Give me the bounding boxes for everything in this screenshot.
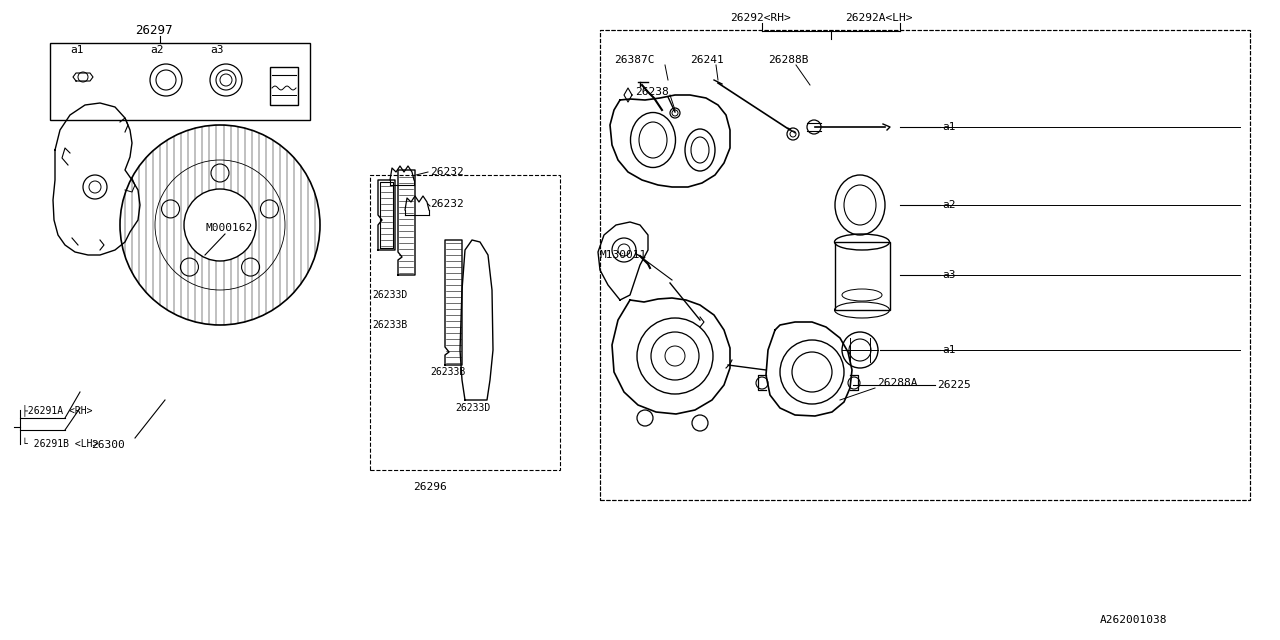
Text: 26292<RH>: 26292<RH>	[730, 13, 791, 23]
Text: a1: a1	[70, 45, 83, 55]
Text: ├26291A <RH>: ├26291A <RH>	[22, 404, 92, 416]
Text: 26300: 26300	[91, 440, 125, 450]
Text: 26387C: 26387C	[614, 55, 654, 65]
Text: 26296: 26296	[413, 482, 447, 492]
Text: 26233D: 26233D	[454, 403, 490, 413]
Text: 26288B: 26288B	[768, 55, 809, 65]
Bar	[370, 175, 561, 470]
Text: a3: a3	[210, 45, 224, 55]
Text: 26292A<LH>: 26292A<LH>	[845, 13, 913, 23]
Text: 26233D: 26233D	[372, 290, 407, 300]
Bar	[600, 30, 1251, 500]
Text: 26233B: 26233B	[372, 320, 407, 330]
Text: A262001038: A262001038	[1100, 615, 1167, 625]
Text: 26238: 26238	[635, 87, 668, 97]
Text: 26232: 26232	[430, 167, 463, 177]
Text: 26233B: 26233B	[430, 367, 465, 377]
Text: a2: a2	[150, 45, 164, 55]
Text: a1: a1	[942, 345, 955, 355]
Bar	[270, 67, 298, 105]
Text: a2: a2	[942, 200, 955, 210]
Text: a3: a3	[942, 270, 955, 280]
Bar	[600, 30, 1251, 500]
Text: └ 26291B <LH>: └ 26291B <LH>	[22, 439, 99, 449]
Text: 26297: 26297	[134, 24, 173, 36]
Text: 26241: 26241	[690, 55, 723, 65]
Text: 26288A: 26288A	[877, 378, 918, 388]
Text: 26225: 26225	[937, 380, 970, 390]
Bar	[50, 43, 310, 120]
Text: a1: a1	[942, 122, 955, 132]
Text: M000162: M000162	[205, 223, 252, 233]
Text: M130011: M130011	[600, 250, 648, 260]
Bar	[835, 242, 890, 310]
Text: 26232: 26232	[430, 199, 463, 209]
